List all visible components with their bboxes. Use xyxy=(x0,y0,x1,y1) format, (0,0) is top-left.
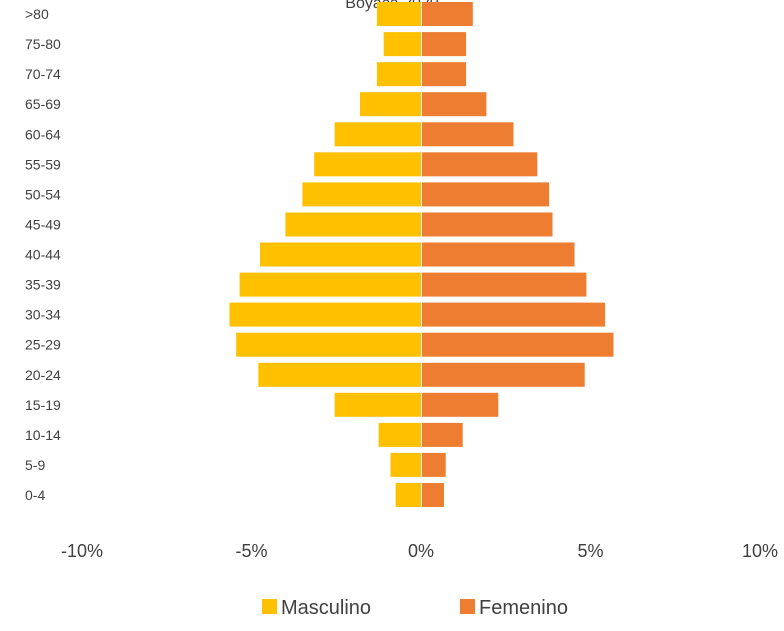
x-tick-label: -5% xyxy=(235,541,267,561)
bar-femenino-60-64 xyxy=(422,122,514,147)
bar-femenino-50-54 xyxy=(422,182,550,207)
x-tick-label: 10% xyxy=(742,541,778,561)
bar-masculino-55-59 xyxy=(314,152,421,177)
x-tick-label: 0% xyxy=(408,541,434,561)
bar-femenino-0-4 xyxy=(422,483,444,507)
bar-masculino-0-4 xyxy=(395,483,421,507)
y-tick-label: 60-64 xyxy=(25,126,61,142)
bar-femenino-40-44 xyxy=(422,242,575,267)
y-tick-label: 20-24 xyxy=(25,367,61,383)
y-tick-label: 5-9 xyxy=(25,457,45,473)
y-tick-label: 15-19 xyxy=(25,397,61,413)
bar-femenino-25-29 xyxy=(422,332,614,357)
bar-masculino-10-14 xyxy=(378,422,421,447)
bar-masculino-75-80 xyxy=(383,32,421,57)
y-tick-label: 40-44 xyxy=(25,247,61,263)
bar-femenino-20-24 xyxy=(422,362,585,387)
bar-masculino-50-54 xyxy=(302,182,421,207)
y-tick-label: 35-39 xyxy=(25,277,61,293)
bar-femenino-30-34 xyxy=(422,302,606,327)
legend-label-masculino: Masculino xyxy=(281,597,371,619)
y-tick-label: 0-4 xyxy=(25,487,45,503)
y-tick-label: >80 xyxy=(25,6,49,22)
y-tick-label: 10-14 xyxy=(25,427,61,443)
bar-femenino-55-59 xyxy=(422,152,538,177)
y-tick-label: 65-69 xyxy=(25,96,61,112)
bar-femenino-65-69 xyxy=(422,92,487,117)
bar-femenino-70-74 xyxy=(422,62,467,87)
legend-label-femenino: Femenino xyxy=(479,597,568,619)
bar-masculino-40-44 xyxy=(260,242,421,267)
y-tick-label: 75-80 xyxy=(25,36,61,52)
y-tick-label: 70-74 xyxy=(25,66,61,82)
bar-femenino-5-9 xyxy=(422,452,446,477)
y-tick-label: 25-29 xyxy=(25,337,61,353)
bar-femenino-75-80 xyxy=(422,32,467,57)
bar-femenino-45-49 xyxy=(422,212,553,237)
bar-femenino-15-19 xyxy=(422,392,499,417)
bar-masculino-65-69 xyxy=(360,92,421,117)
bar-masculino-15-19 xyxy=(334,392,421,417)
bar-masculino-25-29 xyxy=(236,332,421,357)
y-tick-labels: 0-4 5-9 10-14 15-19 20-24 25-29 30-34 35-39 40-4… xyxy=(25,6,61,503)
x-tick-label: -10% xyxy=(61,541,103,561)
bar-masculino-20-24 xyxy=(258,362,421,387)
x-tick-labels: -10% -5% 0% 5% 10% xyxy=(61,541,778,561)
y-tick-label: 30-34 xyxy=(25,307,61,323)
legend-swatch-femenino xyxy=(460,599,475,614)
legend-swatch-masculino xyxy=(262,599,277,614)
y-tick-label: 55-59 xyxy=(25,156,61,172)
bar-masculino-70-74 xyxy=(376,62,421,87)
x-tick-label: 5% xyxy=(577,541,603,561)
bar-masculino-35-39 xyxy=(239,272,421,297)
bar-masculino-45-49 xyxy=(285,212,421,237)
bar-masculino-60-64 xyxy=(334,122,421,147)
bar-masculino-5-9 xyxy=(390,452,421,477)
bar-femenino-35-39 xyxy=(422,272,587,297)
bar-masculino->80 xyxy=(376,2,421,26)
y-tick-label: 50-54 xyxy=(25,186,61,202)
bars-group xyxy=(229,2,614,507)
y-tick-label: 45-49 xyxy=(25,217,61,233)
legend: Masculino Femenino xyxy=(262,597,568,619)
bar-masculino-30-34 xyxy=(229,302,421,327)
bar-femenino-10-14 xyxy=(422,422,463,447)
bar-femenino->80 xyxy=(422,2,473,26)
